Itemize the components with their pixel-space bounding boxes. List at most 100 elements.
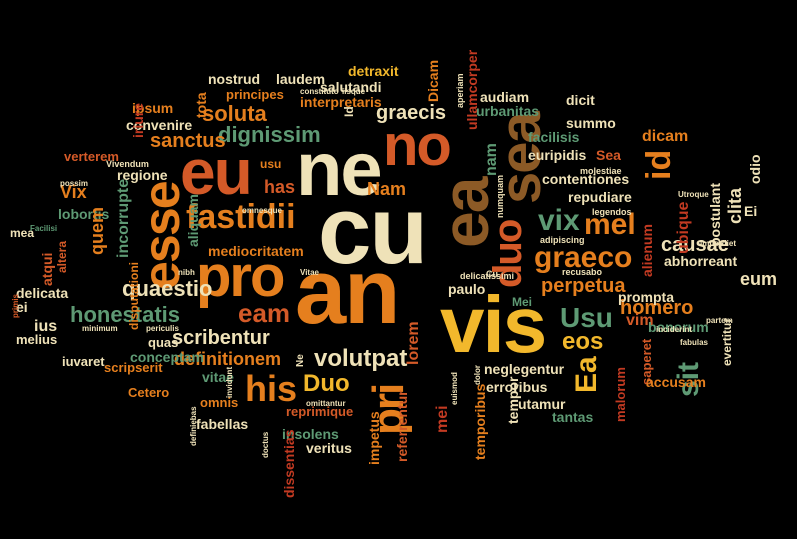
word-homero: homero (620, 297, 694, 319)
word-insolens: insolens (282, 426, 339, 442)
word-euripidis: euripidis (528, 147, 587, 163)
word-atqui: atqui (39, 252, 55, 286)
word-clita: clita (725, 187, 745, 224)
word-principes: principes (226, 87, 284, 102)
word-causae: causae (661, 234, 729, 256)
word-interpretaris: interpretaris (300, 94, 382, 110)
word-regione: regione (117, 167, 168, 183)
word-partem: partem (706, 316, 733, 325)
word-fabellas: fabellas (196, 416, 249, 432)
word-repudiare: repudiare (568, 189, 632, 205)
word-honestatis: honestatis (70, 302, 181, 327)
word-quaestio: quaestio (122, 276, 213, 301)
word-scripserit: scripserit (104, 360, 163, 375)
word-molestiae: molestiae (580, 166, 622, 176)
word-nam: nam (483, 143, 500, 176)
word-quem: quem (87, 206, 107, 255)
word-pro: pro (196, 244, 285, 309)
word-utamur: utamur (518, 396, 566, 412)
word-usu: Usu (560, 302, 613, 333)
word-adipiscing: adipiscing (540, 235, 585, 245)
word-fabulas: fabulas (680, 338, 709, 347)
word-duo: Duo (303, 370, 350, 397)
word-summo: summo (566, 115, 616, 131)
word-iuvaret: iuvaret (62, 354, 105, 369)
word-soluta: soluta (202, 101, 267, 126)
word-malorum: malorum (613, 367, 628, 422)
word-salutandi: salutandi (320, 79, 382, 95)
word-minimum: minimum (82, 324, 118, 333)
word-aliquam: aliquam (185, 194, 201, 247)
word-vis: vis (440, 280, 547, 369)
word-quas: quas (148, 335, 179, 350)
word-dicam: dicam (642, 128, 689, 145)
word-mel: mel (584, 208, 636, 241)
word-vix: Vix (60, 182, 87, 202)
word-definitionem: definitionem (174, 349, 281, 369)
word-nibh: nibh (178, 268, 195, 277)
word-omittantur: omittantur (306, 399, 346, 408)
word-mediocritatem: mediocritatem (208, 243, 304, 259)
word-dignissim: dignissim (218, 122, 321, 147)
word-accusam: accusam (646, 374, 706, 390)
word-constituto: constituto (300, 87, 339, 96)
word-omnis: omnis (200, 395, 239, 410)
word-doctus: doctus (261, 431, 270, 458)
word-nostrud: nostrud (208, 71, 261, 87)
word-delicatissimi: delicatissimi (460, 271, 515, 281)
word-cu: cu (318, 177, 428, 284)
word-audiam: audiam (480, 89, 530, 105)
word-abhorreant: abhorreant (664, 253, 738, 269)
word-an: an (295, 241, 400, 343)
word-scribentur: scribentur (172, 327, 270, 349)
word-odio: odio (747, 154, 763, 184)
word-ea: Ea (570, 356, 603, 393)
word-ne: Ne (295, 354, 306, 367)
word-volutpat: volutpat (314, 345, 408, 372)
word-imperdiet: imperdiet (700, 239, 737, 248)
word-urbanitas: urbanitas (476, 103, 540, 119)
word-ipsum: ipsum (132, 100, 174, 116)
word-tempor: tempor (505, 376, 521, 424)
word-postulant: postulant (707, 183, 723, 246)
word-his: his (245, 368, 298, 409)
word-iisque: iisque (342, 87, 366, 96)
word-mei: mei (434, 405, 451, 433)
word-graeco: graeco (534, 241, 633, 274)
word-conceptam: conceptam (130, 349, 204, 365)
word-laudem: laudem (276, 71, 326, 87)
word-incorrupte: incorrupte (115, 178, 132, 258)
word-invidunt: invidunt (225, 366, 234, 398)
word-vim: vim (626, 312, 654, 329)
word-mei: Mei (512, 295, 533, 309)
word-ei: Ei (744, 203, 758, 219)
word-iriure: iriure (130, 102, 146, 138)
word-impetus: impetus (366, 411, 382, 465)
word-sanctus: sanctus (150, 130, 226, 152)
word-vitae: vitae (202, 369, 234, 385)
word-eam: eam (238, 298, 291, 328)
word-contentiones: contentiones (542, 171, 630, 187)
word-possim: possim (60, 179, 89, 188)
word-dolor: dolor (473, 365, 482, 385)
word-recusabo: recusabo (562, 267, 603, 277)
word-altera: altera (55, 240, 69, 273)
word-detraxit: detraxit (348, 63, 399, 79)
word-has: has (264, 177, 296, 197)
word-graecis: graecis (376, 102, 447, 124)
word-primis: primis (11, 293, 20, 318)
word-numquam: numquam (495, 174, 505, 218)
word-inciderint: inciderint (656, 325, 693, 334)
word-id: Id (342, 106, 356, 117)
word-cetero: Cetero (128, 385, 170, 400)
word-aperiam: aperiam (455, 73, 465, 108)
word-vivendum: Vivendum (106, 159, 149, 169)
word-sea: Sea (596, 147, 621, 163)
word-eu: eu (180, 136, 253, 208)
word-cu: Cu (486, 269, 498, 279)
word-ullamcorper: ullamcorper (464, 49, 480, 130)
word-mea: mea (10, 226, 35, 240)
word-evertitur: evertitur (720, 317, 734, 366)
word-facilisi: Facilisi (30, 224, 58, 233)
